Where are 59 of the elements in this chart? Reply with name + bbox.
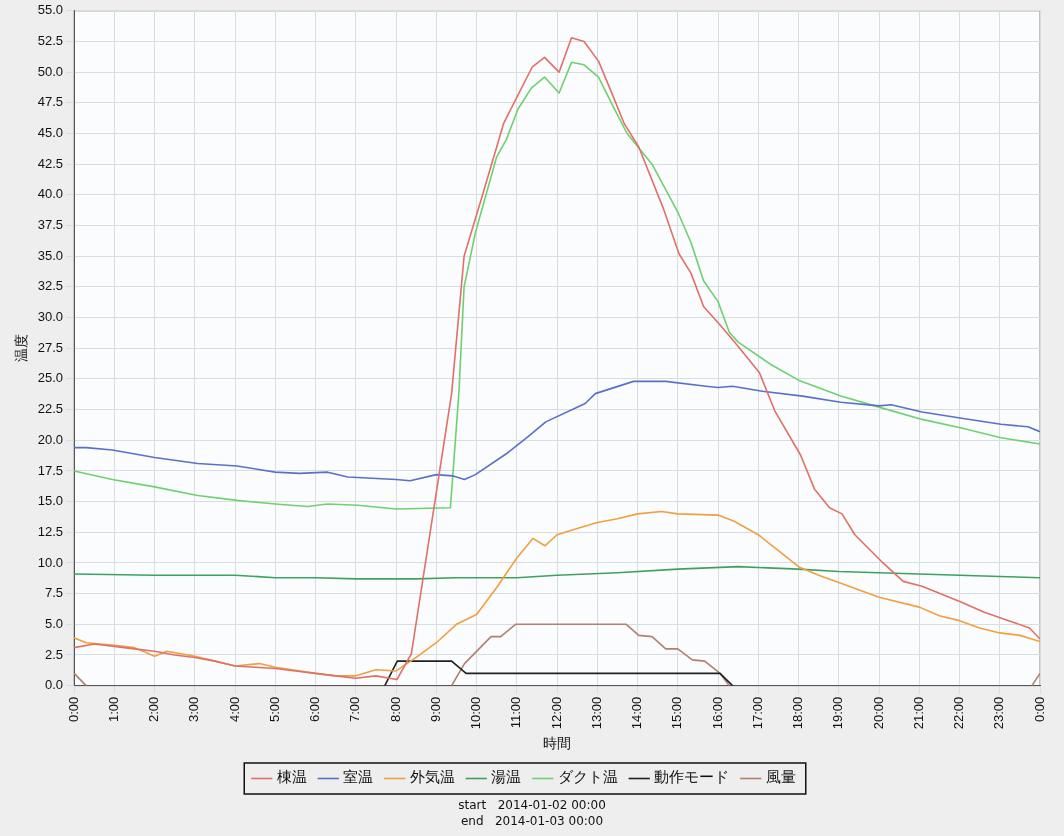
y-tick-label: 20.0 (37, 431, 64, 447)
y-tick-label: 17.5 (37, 462, 64, 478)
x-tick-label: 8:00 (387, 696, 403, 722)
y-axis-title: 温度 (13, 334, 30, 363)
text: start 2014-01-02 00:00 (458, 798, 606, 813)
x-tick-label: 6:00 (307, 696, 323, 722)
y-tick-label: 52.5 (37, 33, 64, 49)
y-tick-label: 37.5 (37, 217, 64, 233)
x-tick-label: 0:00 (65, 696, 81, 722)
y-tick-label: 25.0 (37, 370, 64, 386)
x-tick-label: 18:00 (790, 696, 806, 730)
x-tick-label: 20:00 (870, 696, 886, 730)
text: end 2014-01-03 00:00 (460, 814, 604, 829)
y-tick-label: 32.5 (37, 278, 64, 294)
y-tick-label: 15.0 (37, 493, 64, 509)
x-tick-label: 19:00 (830, 696, 846, 730)
x-tick-label: 0:00 (1031, 696, 1047, 722)
y-tick-label: 0.0 (45, 677, 64, 693)
x-tick-label: 23:00 (991, 696, 1007, 730)
y-tick-label: 50.0 (37, 63, 64, 79)
x-tick-label: 7:00 (347, 696, 363, 722)
y-tick-label: 35.0 (37, 247, 64, 263)
legend-label: 動作モード (654, 768, 730, 787)
legend-label: 室温 (343, 768, 374, 787)
legend-label: 外気温 (409, 768, 455, 787)
y-tick-label: 27.5 (37, 339, 64, 355)
legend-label: 棟温 (276, 768, 307, 787)
x-tick-label: 9:00 (427, 696, 443, 722)
y-tick-label: 7.5 (45, 585, 64, 601)
x-tick-label: 1:00 (105, 696, 121, 722)
legend-label: 風量 (765, 768, 796, 787)
y-tick-label: 22.5 (37, 401, 64, 417)
x-tick-label: 2:00 (146, 696, 162, 722)
y-tick-label: 2.5 (45, 646, 64, 662)
x-tick-label: 5:00 (266, 696, 282, 722)
x-tick-label: 22:00 (951, 696, 967, 730)
x-tick-label: 3:00 (186, 696, 202, 722)
y-tick-label: 12.5 (37, 523, 64, 539)
x-tick-label: 13:00 (588, 696, 604, 730)
y-tick-label: 55.0 (37, 2, 64, 18)
x-tick-label: 11:00 (508, 696, 524, 729)
legend-label: ダクト温 (557, 768, 618, 787)
y-tick-label: 30.0 (37, 309, 64, 325)
y-tick-label: 47.5 (37, 94, 64, 110)
x-tick-label: 4:00 (226, 696, 242, 722)
x-tick-label: 17:00 (749, 696, 765, 730)
y-tick-label: 42.5 (37, 155, 64, 171)
y-tick-label: 45.0 (37, 125, 64, 141)
x-tick-label: 21:00 (910, 696, 926, 730)
x-tick-label: 10:00 (468, 696, 484, 730)
x-axis-title: 時間 (543, 735, 572, 752)
y-tick-label: 5.0 (45, 615, 64, 631)
x-tick-label: 12:00 (548, 696, 564, 730)
x-tick-label: 15:00 (669, 696, 685, 730)
x-tick-label: 16:00 (709, 696, 725, 730)
legend-label: 湯温 (491, 768, 522, 787)
x-tick-label: 14:00 (629, 696, 645, 730)
y-tick-label: 40.0 (37, 186, 64, 202)
y-tick-label: 10.0 (37, 554, 64, 570)
